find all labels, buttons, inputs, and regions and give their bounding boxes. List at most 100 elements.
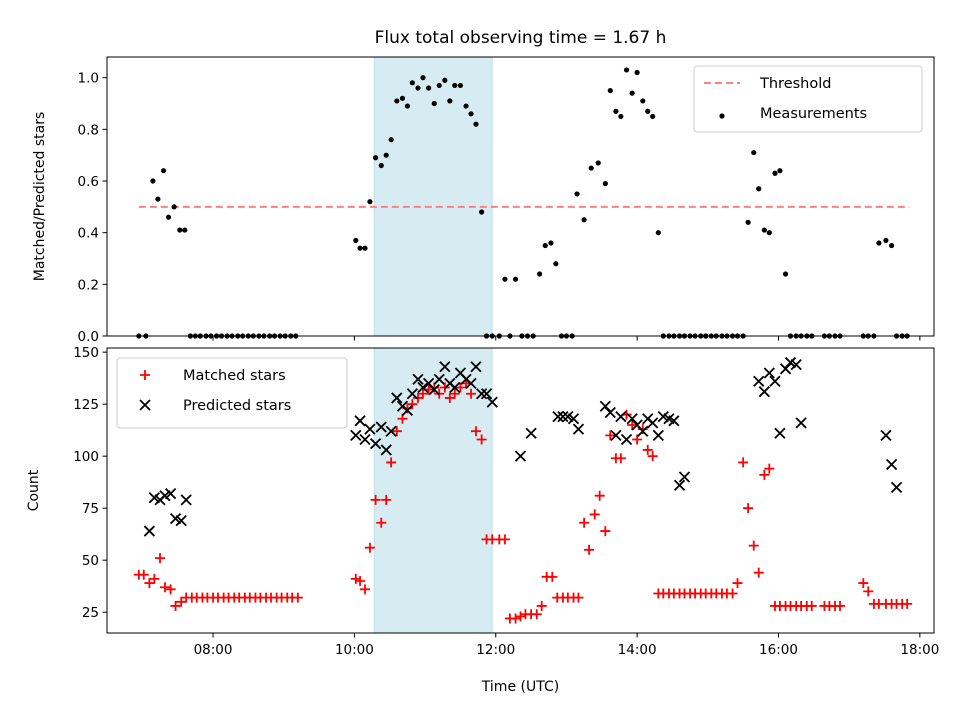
data-point xyxy=(605,430,616,441)
data-point xyxy=(417,381,429,394)
data-point xyxy=(772,170,778,176)
data-point xyxy=(795,417,807,429)
data-point xyxy=(738,457,749,468)
x-tick-label: 12:00 xyxy=(476,642,515,658)
data-point xyxy=(620,433,633,446)
data-point xyxy=(858,578,869,589)
data-point xyxy=(890,481,903,494)
data-point xyxy=(758,386,770,398)
data-point xyxy=(626,413,638,425)
data-point xyxy=(607,87,613,94)
data-point xyxy=(138,569,149,580)
data-point xyxy=(362,245,368,251)
data-point xyxy=(618,113,624,120)
data-point xyxy=(385,425,397,437)
data-point xyxy=(748,540,759,551)
data-point xyxy=(751,149,757,156)
y-tick-label: 0.8 xyxy=(78,122,99,138)
data-point xyxy=(655,230,661,236)
data-point xyxy=(455,382,466,393)
data-point xyxy=(888,242,895,249)
data-point xyxy=(761,227,767,233)
data-point xyxy=(404,103,411,109)
data-point xyxy=(642,444,653,455)
data-point xyxy=(652,429,664,442)
legend-label: Threshold xyxy=(759,76,831,92)
data-point xyxy=(790,359,802,371)
data-point xyxy=(431,100,437,107)
data-point xyxy=(381,494,392,505)
data-point xyxy=(442,77,448,83)
top-panel: 0.0 0.2 0.4 0.6 0.8 1.0 Matched/Predicted star… xyxy=(32,28,935,345)
x-tick-label: 18:00 xyxy=(900,642,939,658)
data-point xyxy=(594,490,605,501)
data-point xyxy=(470,361,482,373)
data-point xyxy=(572,423,585,435)
data-point xyxy=(632,434,643,445)
data-point xyxy=(668,415,680,427)
y-tick-label: 0.4 xyxy=(78,226,99,242)
shaded-interval xyxy=(373,56,493,337)
data-point xyxy=(512,276,519,282)
data-point xyxy=(449,388,460,399)
data-point xyxy=(581,217,587,223)
data-point xyxy=(391,392,403,404)
data-point xyxy=(640,98,646,104)
data-point xyxy=(415,85,421,91)
data-point xyxy=(476,434,487,445)
data-point xyxy=(579,517,590,528)
data-point xyxy=(502,276,508,282)
data-point xyxy=(386,457,397,468)
data-point xyxy=(426,85,432,91)
data-point xyxy=(629,90,635,96)
data-point xyxy=(743,503,754,514)
legend-label: Measurements xyxy=(760,106,867,122)
data-point xyxy=(383,152,389,158)
data-point xyxy=(777,168,783,174)
data-point xyxy=(355,575,366,586)
data-point xyxy=(756,186,762,192)
data-point xyxy=(764,463,775,474)
y-tick-label: 150 xyxy=(73,345,99,361)
data-point xyxy=(602,180,608,187)
data-point xyxy=(466,388,477,399)
legend-swatch xyxy=(140,370,150,380)
data-point xyxy=(876,240,882,246)
data-point xyxy=(182,227,188,233)
data-point xyxy=(447,98,453,104)
data-point xyxy=(468,111,474,117)
data-point xyxy=(637,425,649,437)
data-point xyxy=(515,611,526,622)
data-point xyxy=(150,178,156,184)
data-point xyxy=(880,429,892,442)
data-point xyxy=(372,155,379,161)
data-point xyxy=(165,584,176,595)
data-point xyxy=(610,429,622,442)
data-point xyxy=(170,600,181,611)
data-point xyxy=(406,388,418,400)
data-point xyxy=(615,453,626,464)
data-point xyxy=(452,82,458,89)
data-point xyxy=(600,526,611,537)
data-point xyxy=(449,381,461,394)
data-point xyxy=(588,165,594,171)
data-point xyxy=(647,451,658,462)
data-point xyxy=(599,400,611,412)
data-point xyxy=(380,444,392,456)
data-point xyxy=(378,162,384,169)
data-point xyxy=(623,67,630,73)
data-point xyxy=(376,517,387,528)
data-point xyxy=(779,363,792,375)
data-point xyxy=(159,582,170,593)
axes-frame xyxy=(106,347,935,634)
data-point xyxy=(486,396,498,408)
data-point xyxy=(863,586,874,597)
legend-label: Predicted stars xyxy=(183,398,291,414)
y-tick-label: 75 xyxy=(82,501,99,517)
data-point xyxy=(479,209,485,215)
data-point xyxy=(350,573,361,584)
data-point xyxy=(409,80,415,86)
data-point xyxy=(766,230,772,236)
legend: Threshold Measurements xyxy=(693,65,923,133)
y-tick-label: 0.2 xyxy=(78,277,99,293)
